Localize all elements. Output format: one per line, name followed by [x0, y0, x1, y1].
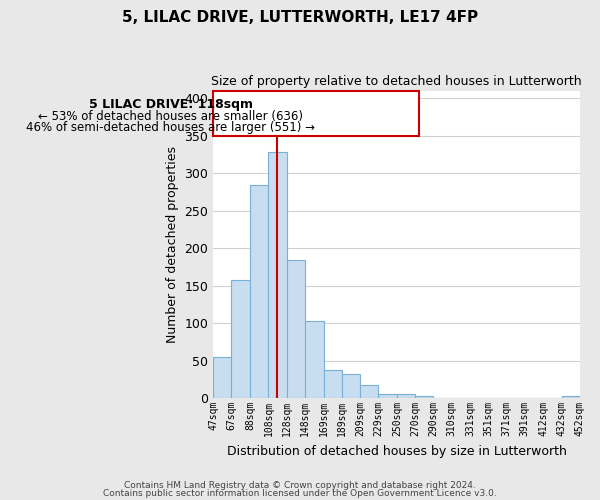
Bar: [213, 90, 419, 136]
Title: Size of property relative to detached houses in Lutterworth: Size of property relative to detached ho…: [211, 75, 582, 88]
Bar: [415, 396, 433, 398]
Text: ← 53% of detached houses are smaller (636): ← 53% of detached houses are smaller (63…: [38, 110, 304, 122]
Bar: [213, 357, 231, 398]
Text: 46% of semi-detached houses are larger (551) →: 46% of semi-detached houses are larger (…: [26, 121, 316, 134]
Text: Contains HM Land Registry data © Crown copyright and database right 2024.: Contains HM Land Registry data © Crown c…: [124, 481, 476, 490]
Bar: [397, 394, 415, 398]
Bar: [305, 321, 323, 398]
Text: 5, LILAC DRIVE, LUTTERWORTH, LE17 4FP: 5, LILAC DRIVE, LUTTERWORTH, LE17 4FP: [122, 10, 478, 25]
Bar: [342, 374, 360, 398]
Bar: [378, 394, 397, 398]
Text: 5 LILAC DRIVE: 118sqm: 5 LILAC DRIVE: 118sqm: [89, 98, 253, 110]
Bar: [268, 152, 287, 398]
Bar: [360, 384, 378, 398]
Bar: [250, 185, 268, 398]
Bar: [287, 260, 305, 398]
Bar: [562, 396, 580, 398]
Y-axis label: Number of detached properties: Number of detached properties: [166, 146, 179, 343]
X-axis label: Distribution of detached houses by size in Lutterworth: Distribution of detached houses by size …: [227, 444, 566, 458]
Bar: [323, 370, 342, 398]
Text: Contains public sector information licensed under the Open Government Licence v3: Contains public sector information licen…: [103, 488, 497, 498]
Bar: [231, 280, 250, 398]
